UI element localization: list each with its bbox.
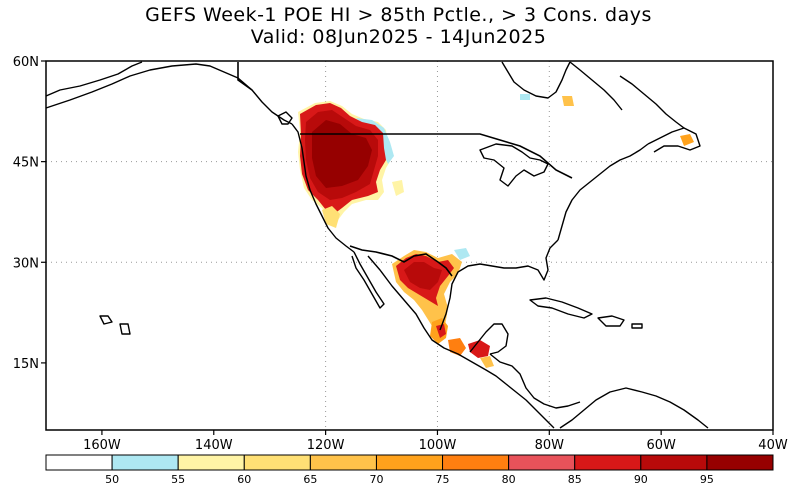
lon-tick-label: 100W	[419, 438, 457, 453]
lon-tick-label: 60W	[646, 438, 676, 453]
colorbar-label: 55	[171, 473, 185, 486]
border-alaska-canada	[237, 62, 253, 91]
coast-alaska-west	[45, 61, 143, 97]
border-us-mexico	[349, 245, 453, 277]
shade-central-america-2	[480, 356, 494, 368]
island-vancouver	[277, 111, 293, 125]
island-puerto-rico	[631, 323, 643, 329]
colorbar-swatch	[111, 454, 179, 471]
colorbar-swatch	[706, 454, 774, 471]
colorbar-label: 50	[105, 473, 119, 486]
great-lakes	[479, 143, 549, 187]
coast-central-america	[489, 353, 581, 409]
lat-tick-label: 15N	[13, 357, 39, 372]
island-cuba	[529, 297, 593, 319]
coast-yucatan	[469, 323, 509, 355]
colorbar-label: 75	[436, 473, 450, 486]
lat-tick-label: 30N	[13, 256, 39, 271]
shade-top-northwest	[312, 120, 372, 188]
shade-quebec	[562, 96, 574, 106]
colorbar-label: 80	[502, 473, 516, 486]
coast-mexico-west	[367, 255, 555, 429]
colorbar-swatch	[243, 454, 311, 471]
colorbar-label: 95	[700, 473, 714, 486]
coast-baja	[351, 251, 385, 309]
coast-south-america	[559, 387, 709, 429]
lon-tick-label: 40W	[758, 438, 788, 453]
colorbar-swatch	[45, 454, 113, 471]
colorbar-swatch	[442, 454, 510, 471]
gridlines	[46, 61, 773, 430]
coast-quebec	[569, 61, 623, 111]
shade-great-plains	[392, 180, 404, 196]
shade-southern-mexico-2	[436, 324, 446, 338]
coast-labrador	[619, 75, 685, 129]
colorbar-label: 65	[303, 473, 317, 486]
island-socorro	[119, 323, 131, 335]
coast-us-west	[291, 123, 355, 253]
map-background	[46, 61, 773, 430]
colorbar-swatch	[508, 454, 576, 471]
colorbar: 50 55 60 65 70 75 80 85 90 95	[45, 454, 774, 486]
colorbar-swatch	[574, 454, 642, 471]
lon-tick-label: 140W	[195, 438, 233, 453]
shade-newfoundland	[680, 134, 694, 146]
map-frame	[45, 60, 774, 431]
map-panel	[45, 60, 774, 431]
colorbar-label: 85	[568, 473, 582, 486]
border-us-canada	[300, 133, 573, 179]
shade-california-coast	[322, 206, 340, 228]
borders	[237, 62, 573, 277]
coastlines	[45, 61, 709, 429]
colorbar-label: 90	[634, 473, 648, 486]
coast-alaska	[45, 63, 293, 125]
lon-tick-label: 120W	[307, 438, 345, 453]
latitude-labels: 60N 45N 30N 15N	[13, 55, 46, 372]
shade-central-america-1	[468, 340, 490, 358]
coast-us-east	[557, 143, 649, 241]
coast-hudson-bay	[501, 61, 571, 99]
map-title-line1: GEFS Week-1 POE HI > 85th Pctle., > 3 Co…	[145, 4, 652, 26]
colorbar-swatch	[640, 454, 708, 471]
lat-tick-label: 45N	[13, 156, 39, 171]
island-hispaniola	[597, 315, 625, 327]
lon-tick-label: 80W	[535, 438, 565, 453]
map-title-line2: Valid: 08Jun2025 - 14Jun2025	[250, 26, 547, 48]
probability-shading	[298, 94, 694, 368]
shade-texas-coast	[454, 248, 470, 260]
lat-tick-label: 60N	[13, 55, 39, 70]
coast-gulf	[439, 239, 559, 331]
colorbar-swatch	[309, 454, 377, 471]
lon-tick-label: 160W	[83, 438, 121, 453]
colorbar-label: 60	[237, 473, 251, 486]
shade-hudson-bay	[520, 94, 530, 100]
colorbar-label: 70	[369, 473, 383, 486]
coast-canada-east	[647, 127, 701, 153]
island-revillagigedo	[99, 315, 113, 325]
shade-95-mexico	[404, 262, 442, 290]
colorbar-swatch	[177, 454, 245, 471]
colorbar-swatch	[375, 454, 444, 471]
longitude-labels: 160W 140W 120W 100W 80W 60W 40W	[83, 430, 788, 453]
